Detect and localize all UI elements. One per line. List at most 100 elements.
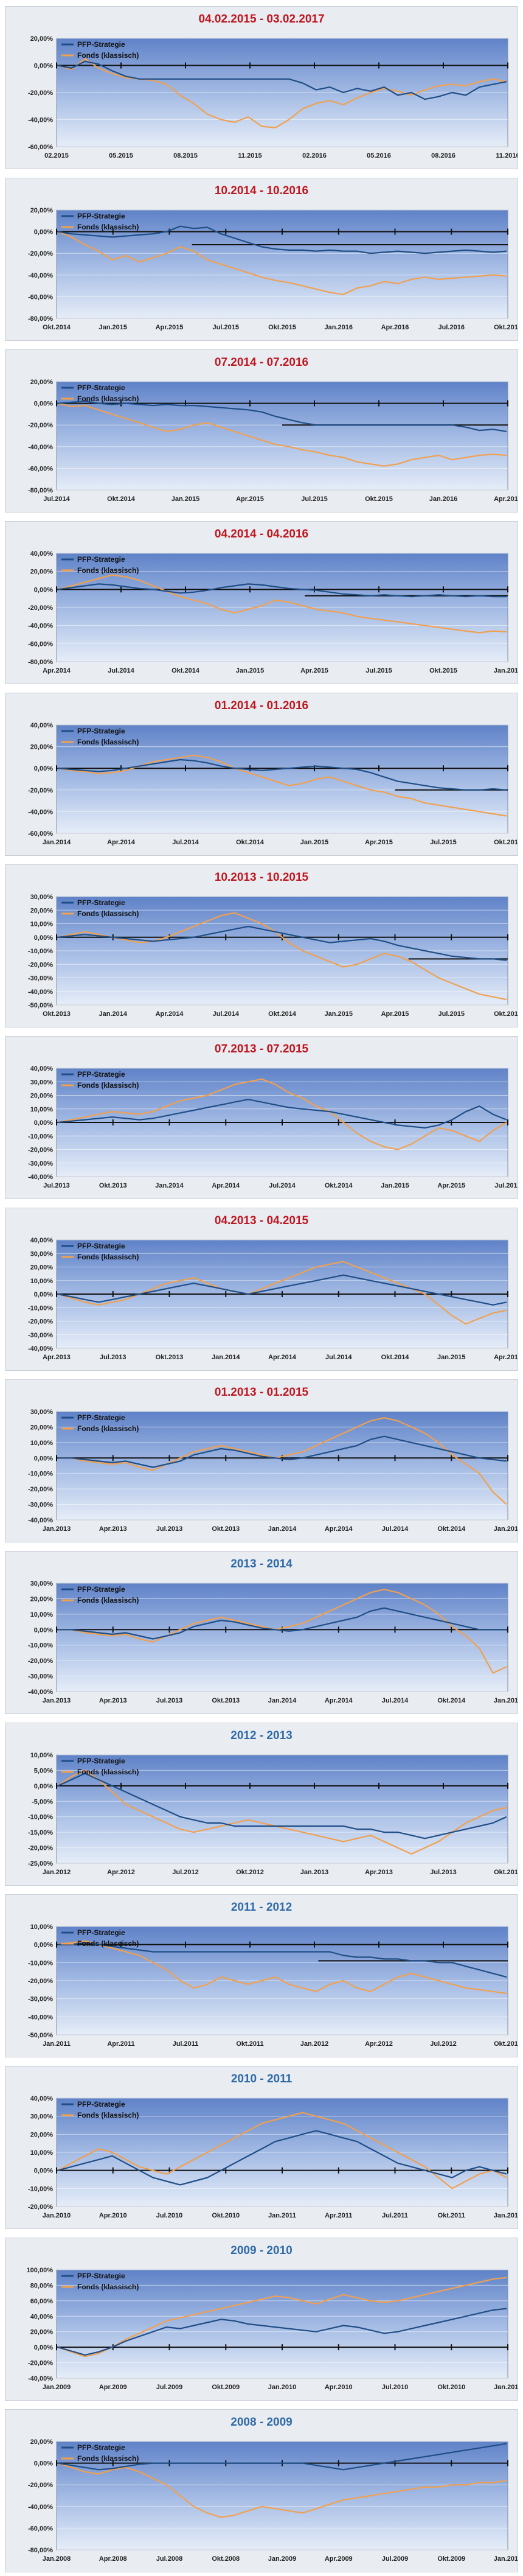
x-tick-label: Jul.2012: [430, 2040, 456, 2048]
chart-svg: 30,00% 20,00% 10,00% 0,00% -10,00% -20,00% -30…: [28, 1580, 518, 1704]
x-tick-label: Jan.2015: [300, 839, 328, 846]
series-line-0: [57, 1274, 507, 1306]
x-tick-label: Jul.2014: [43, 495, 70, 503]
chart-panel-10: 2012 - 2013 10,00% 5,00% 0,00% -5,00% -10,00%…: [5, 1723, 518, 1886]
x-tick-label: Jan.2010: [268, 2384, 296, 2391]
x-tick-label: Okt.2011: [438, 2212, 465, 2219]
chart-svg: 20,00% 0,00% -20,00% -40,00% -60,00%02.2015 0…: [28, 35, 518, 159]
x-tick-label: Jan.2015: [494, 1697, 518, 1704]
x-tick-label: Jul.2015: [213, 324, 239, 331]
y-tick-label: -40,00%: [28, 444, 53, 451]
y-tick-label: -80,00%: [28, 315, 53, 323]
x-tick-label: Jul.2014: [382, 1525, 409, 1533]
y-tick-label: -60,00%: [28, 144, 53, 151]
y-tick-label: -10,00%: [28, 1642, 53, 1650]
chart-title: 2011 - 2012: [230, 1901, 293, 1914]
x-tick-label: Jan.2011: [494, 2384, 518, 2391]
y-tick-label: -30,00%: [28, 1673, 53, 1681]
series-line-1: [57, 1261, 507, 1325]
y-tick-label: -20,00%: [28, 89, 53, 97]
y-tick-label: 20,00%: [30, 907, 54, 914]
x-tick-label: Apr.2009: [99, 2384, 127, 2391]
x-tick-label: Jan.2011: [268, 2212, 296, 2219]
series-line-0: [57, 60, 507, 100]
legend-label: PFP-Strategie: [77, 1070, 125, 1079]
legend-label: PFP-Strategie: [77, 555, 125, 564]
chart-svg: 10,00% 0,00% -10,00% -20,00% -30,00% -40,00% -…: [28, 1923, 518, 2048]
legend-label: Fonds (klassisch): [77, 1253, 139, 1261]
x-tick-label: 08.2016: [431, 152, 455, 159]
y-tick-label: 30,00%: [30, 2113, 54, 2121]
plot-area: [56, 381, 508, 491]
x-tick-label: 02.2016: [302, 152, 327, 159]
x-tick-label: Jan.2011: [43, 2040, 71, 2048]
x-tick-label: Jul.2015: [430, 839, 456, 846]
x-tick-label: Jul.2015: [438, 1010, 465, 1018]
series-line-0: [58, 1435, 507, 1468]
x-tick-label: Jul.2014: [382, 1697, 409, 1704]
chart-panel-2: 07.2014 - 07.2016 20,00% 0,00% -20,00% -40,0…: [5, 349, 518, 513]
y-tick-label: 0,00%: [34, 586, 53, 593]
y-tick-label: -10,00%: [28, 1814, 53, 1821]
y-tick-label: -40,00%: [28, 272, 53, 279]
x-tick-label: Apr.2009: [325, 2555, 353, 2563]
y-tick-label: 0,00%: [34, 765, 53, 772]
x-tick-label: Apr.2015: [365, 839, 393, 846]
series-line-1: [57, 1078, 507, 1150]
x-tick-label: Apr.2014: [43, 667, 71, 674]
x-tick-label: Jan.2014: [268, 1697, 297, 1704]
y-tick-label: 40,00%: [30, 2095, 54, 2102]
chart-svg: 40,00%20,00%0,00%-20,00%-40,00%-60,00%Ja…: [28, 722, 518, 846]
x-tick-label: Apr.2013: [99, 1525, 127, 1533]
chart-panel-0: 04.02.2015 - 03.02.2017 20,00% 0,00% -20,00…: [5, 6, 518, 169]
y-tick-label: -60,00%: [28, 830, 53, 838]
chart-title: 04.2013 - 04.2015: [214, 1214, 309, 1227]
legend-label: PFP-Strategie: [77, 2443, 125, 2452]
x-tick-label: Jan.2014: [212, 1354, 240, 1361]
legend-label: PFP-Strategie: [77, 1413, 125, 1422]
x-tick-label: Apr.2014: [156, 1010, 184, 1018]
legend-label: Fonds (klassisch): [77, 738, 139, 746]
y-tick-label: -20,00%: [28, 1845, 53, 1852]
legend-label: Fonds (klassisch): [77, 223, 139, 231]
y-tick-label: -60,00%: [28, 293, 53, 301]
chart-title: 2008 - 2009: [230, 2416, 293, 2429]
chart-svg: 20,00%0,00%-20,00%-40,00%-60,00%-80,00%J…: [28, 379, 518, 503]
y-tick-label: -50,00%: [28, 2032, 53, 2039]
y-tick-label: -30,00%: [28, 1160, 53, 1167]
x-tick-label: Okt.2012: [236, 1869, 264, 1876]
y-tick-label: -25,00%: [28, 1860, 53, 1867]
x-tick-label: Jul.2011: [173, 2040, 199, 2048]
x-tick-label: Okt.2013: [212, 1525, 240, 1533]
legend-label: PFP-Strategie: [77, 1757, 125, 1765]
legend-label: PFP-Strategie: [77, 1242, 125, 1250]
x-tick-label: Jul.2010: [156, 2212, 182, 2219]
x-tick-label: Apr.2010: [325, 2384, 353, 2391]
chart-panel-11: 2011 - 2012 10,00% 0,00% -10,00% -20,00% -30,…: [5, 1894, 518, 2057]
y-tick-label: 20,00%: [30, 379, 54, 386]
x-tick-label: Okt.2014: [268, 1010, 297, 1018]
x-tick-label: Jul.2012: [172, 1869, 198, 1876]
y-tick-label: -40,00%: [28, 117, 53, 124]
x-tick-label: Okt.2013: [99, 1182, 127, 1189]
x-tick-label: 08.2015: [173, 152, 198, 159]
y-tick-label: 20,00%: [30, 744, 54, 751]
chart-title: 07.2014 - 07.2016: [214, 356, 309, 369]
legend-label: PFP-Strategie: [77, 1585, 125, 1594]
x-tick-label: Apr.2014: [107, 839, 136, 846]
y-tick-label: -80,00%: [28, 487, 53, 494]
legend-label: Fonds (klassisch): [77, 1081, 139, 1090]
x-tick-label: Apr.2010: [99, 2212, 127, 2219]
x-tick-label: Jul.2013: [100, 1354, 126, 1361]
y-tick-label: -30,00%: [28, 1332, 53, 1339]
chart-svg: 30,00% 20,00% 10,00% 0,00% -10,00% -20,00% -30…: [28, 894, 518, 1018]
x-tick-label: Okt.2008: [212, 2555, 240, 2563]
chart-title: 01.2013 - 01.2015: [214, 1386, 309, 1399]
chart-panel-7: 04.2013 - 04.2015 40,00% 30,00% 20,00% 10,00…: [5, 1208, 518, 1371]
chart-svg: 40,00% 20,00% 0,00% -20,00% -40,00% -60,00% -8…: [28, 550, 518, 674]
x-tick-label: Apr.2014: [325, 1525, 353, 1533]
y-tick-label: 20,00%: [30, 2329, 54, 2336]
x-tick-label: Apr.2014: [212, 1182, 240, 1189]
y-tick-label: 0,00%: [34, 2168, 53, 2175]
